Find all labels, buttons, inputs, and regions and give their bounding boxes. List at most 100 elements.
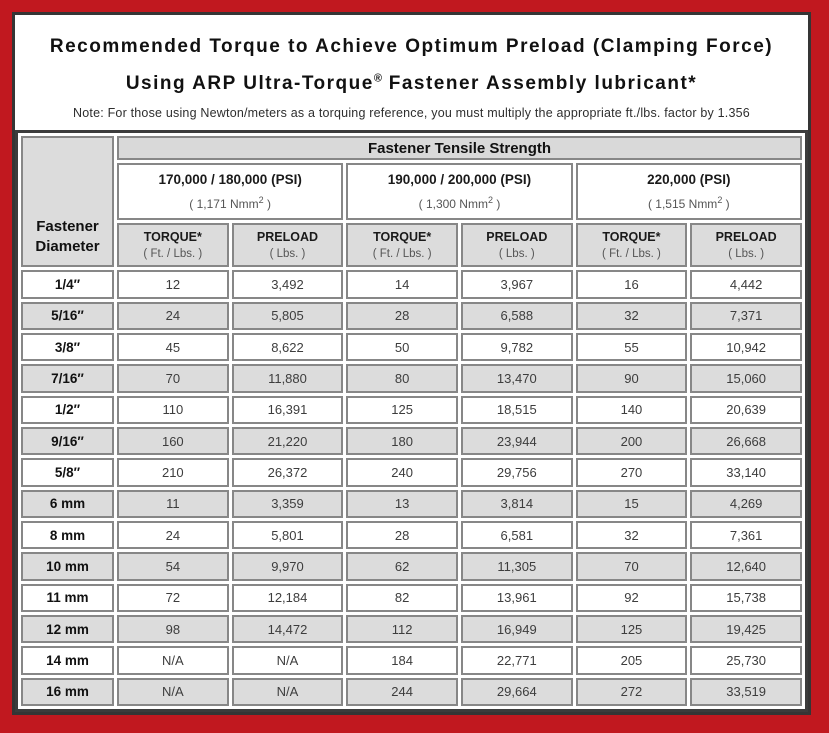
table-row: 5/8″ 210 26,372 240 29,756 270 33,140	[21, 458, 802, 487]
table-row: 10 mm 54 9,970 62 11,305 70 12,640	[21, 552, 802, 581]
torque-value-cell: 14	[346, 270, 458, 299]
torque-value-cell: 160	[117, 426, 229, 456]
preload-value-cell: 3,967	[460, 270, 573, 299]
torque-value-cell: 12	[117, 270, 229, 299]
psi-header-row: 170,000 / 180,000 (PSI) ( 1,171 Nmm2 ) 1…	[21, 163, 802, 221]
fastener-diameter-cell: 11 mm	[21, 583, 114, 612]
preload-value-cell: 6,581	[460, 520, 573, 550]
torque-value-cell: 32	[575, 520, 688, 550]
preload-value-cell: 10,942	[690, 332, 802, 362]
fastener-diameter-cell: 16 mm	[21, 677, 114, 706]
fastener-diameter-cell: 5/8″	[21, 458, 114, 487]
nmm-label: ( 1,515 Nmm2 )	[647, 195, 730, 212]
torque-column-header: TORQUE* ( Ft. / Lbs. )	[575, 223, 688, 268]
torque-value-cell: 70	[575, 552, 688, 581]
torque-value-cell: 16	[575, 270, 688, 299]
torque-value-cell: 50	[346, 332, 458, 362]
preload-value-cell: 29,664	[460, 677, 573, 706]
preload-value-cell: 11,305	[460, 552, 573, 581]
table-row: 3/8″ 45 8,622 50 9,782 55 10,942	[21, 332, 802, 362]
fastener-diameter-cell: 10 mm	[21, 552, 114, 581]
table-row: 6 mm 11 3,359 13 3,814 15 4,269	[21, 489, 802, 518]
torque-value-cell: 240	[346, 458, 458, 487]
torque-column-header: TORQUE* ( Ft. / Lbs. )	[117, 223, 229, 268]
table-row: 11 mm 72 12,184 82 13,961 92 15,738	[21, 583, 802, 612]
preload-value-cell: 9,782	[460, 332, 573, 362]
preload-value-cell: 22,771	[460, 646, 573, 675]
preload-value-cell: N/A	[231, 677, 344, 706]
torque-value-cell: 210	[117, 458, 229, 487]
registered-trademark-symbol: ®	[373, 73, 382, 85]
torque-value-cell: 125	[346, 395, 458, 424]
psi-header-220: 220,000 (PSI) ( 1,515 Nmm2 )	[575, 163, 802, 221]
preload-value-cell: 18,515	[460, 395, 573, 424]
unit-header-row: TORQUE* ( Ft. / Lbs. ) PRELOAD ( Lbs. ) …	[21, 223, 802, 268]
preload-value-cell: 4,442	[690, 270, 802, 299]
preload-value-cell: 11,880	[231, 364, 344, 393]
preload-value-cell: 5,805	[231, 301, 344, 330]
table-row: 9/16″ 160 21,220 180 23,944 200 26,668	[21, 426, 802, 456]
psi-label: 190,000 / 200,000 (PSI)	[387, 172, 532, 188]
torque-value-cell: 70	[117, 364, 229, 393]
torque-value-cell: 90	[575, 364, 688, 393]
torque-column-header: TORQUE* ( Ft. / Lbs. )	[346, 223, 458, 268]
torque-value-cell: 62	[346, 552, 458, 581]
note-text: Note: For those using Newton/meters as a…	[73, 106, 750, 121]
preload-value-cell: 5,801	[231, 520, 344, 550]
preload-value-cell: 16,391	[231, 395, 344, 424]
preload-value-cell: 15,060	[690, 364, 802, 393]
page-title-line2: Using ARP Ultra-Torque® Fastener Assembl…	[125, 73, 698, 95]
psi-label: 220,000 (PSI)	[647, 172, 731, 188]
torque-value-cell: N/A	[117, 677, 229, 706]
preload-column-header: PRELOAD ( Lbs. )	[231, 223, 344, 268]
torque-value-cell: 244	[346, 677, 458, 706]
preload-value-cell: 26,668	[690, 426, 802, 456]
psi-header-170-180: 170,000 / 180,000 (PSI) ( 1,171 Nmm2 )	[117, 163, 344, 221]
torque-value-cell: N/A	[117, 646, 229, 675]
torque-value-cell: 54	[117, 552, 229, 581]
torque-value-cell: 184	[346, 646, 458, 675]
torque-value-cell: 15	[575, 489, 688, 518]
fastener-diameter-cell: 7/16″	[21, 364, 114, 393]
torque-value-cell: 110	[117, 395, 229, 424]
group-header-row: Fastener Diameter Fastener Tensile Stren…	[21, 136, 802, 268]
torque-value-cell: 272	[575, 677, 688, 706]
torque-value-cell: 125	[575, 614, 688, 644]
torque-table: Fastener Diameter Fastener Tensile Stren…	[15, 130, 808, 712]
torque-table-wrap: Fastener Diameter Fastener Tensile Stren…	[15, 130, 808, 712]
fastener-diameter-cell: 1/2″	[21, 395, 114, 424]
preload-value-cell: 15,738	[690, 583, 802, 612]
preload-value-cell: 19,425	[690, 614, 802, 644]
torque-value-cell: 82	[346, 583, 458, 612]
table-row: 5/16″ 24 5,805 28 6,588 32 7,371	[21, 301, 802, 330]
preload-value-cell: 3,359	[231, 489, 344, 518]
fastener-diameter-cell: 14 mm	[21, 646, 114, 675]
preload-value-cell: 3,814	[460, 489, 573, 518]
preload-column-header: PRELOAD ( Lbs. )	[690, 223, 802, 268]
group-header-tensile-strength: Fastener Tensile Strength	[117, 136, 802, 161]
table-row: 14 mm N/A N/A 184 22,771 205 25,730	[21, 646, 802, 675]
fastener-diameter-cell: 8 mm	[21, 520, 114, 550]
preload-value-cell: 7,361	[690, 520, 802, 550]
preload-value-cell: 6,588	[460, 301, 573, 330]
preload-value-cell: 16,949	[460, 614, 573, 644]
psi-label: 170,000 / 180,000 (PSI)	[158, 172, 302, 188]
table-row: 1/2″ 110 16,391 125 18,515 140 20,639	[21, 395, 802, 424]
corner-header-fastener-diameter: Fastener Diameter	[21, 136, 114, 268]
fastener-diameter-cell: 5/16″	[21, 301, 114, 330]
torque-value-cell: 180	[346, 426, 458, 456]
torque-value-cell: 28	[346, 301, 458, 330]
nmm-label: ( 1,171 Nmm2 )	[189, 195, 272, 212]
page-title-line1: Recommended Torque to Achieve Optimum Pr…	[49, 36, 774, 57]
torque-value-cell: 24	[117, 520, 229, 550]
torque-value-cell: 13	[346, 489, 458, 518]
preload-value-cell: N/A	[231, 646, 344, 675]
page-title: Recommended Torque to Achieve Optimum Pr…	[23, 31, 800, 100]
fastener-diameter-cell: 9/16″	[21, 426, 114, 456]
preload-value-cell: 12,184	[231, 583, 344, 612]
preload-value-cell: 14,472	[231, 614, 344, 644]
fastener-diameter-cell: 6 mm	[21, 489, 114, 518]
preload-value-cell: 23,944	[460, 426, 573, 456]
torque-value-cell: 205	[575, 646, 688, 675]
fastener-diameter-cell: 1/4″	[21, 270, 114, 299]
